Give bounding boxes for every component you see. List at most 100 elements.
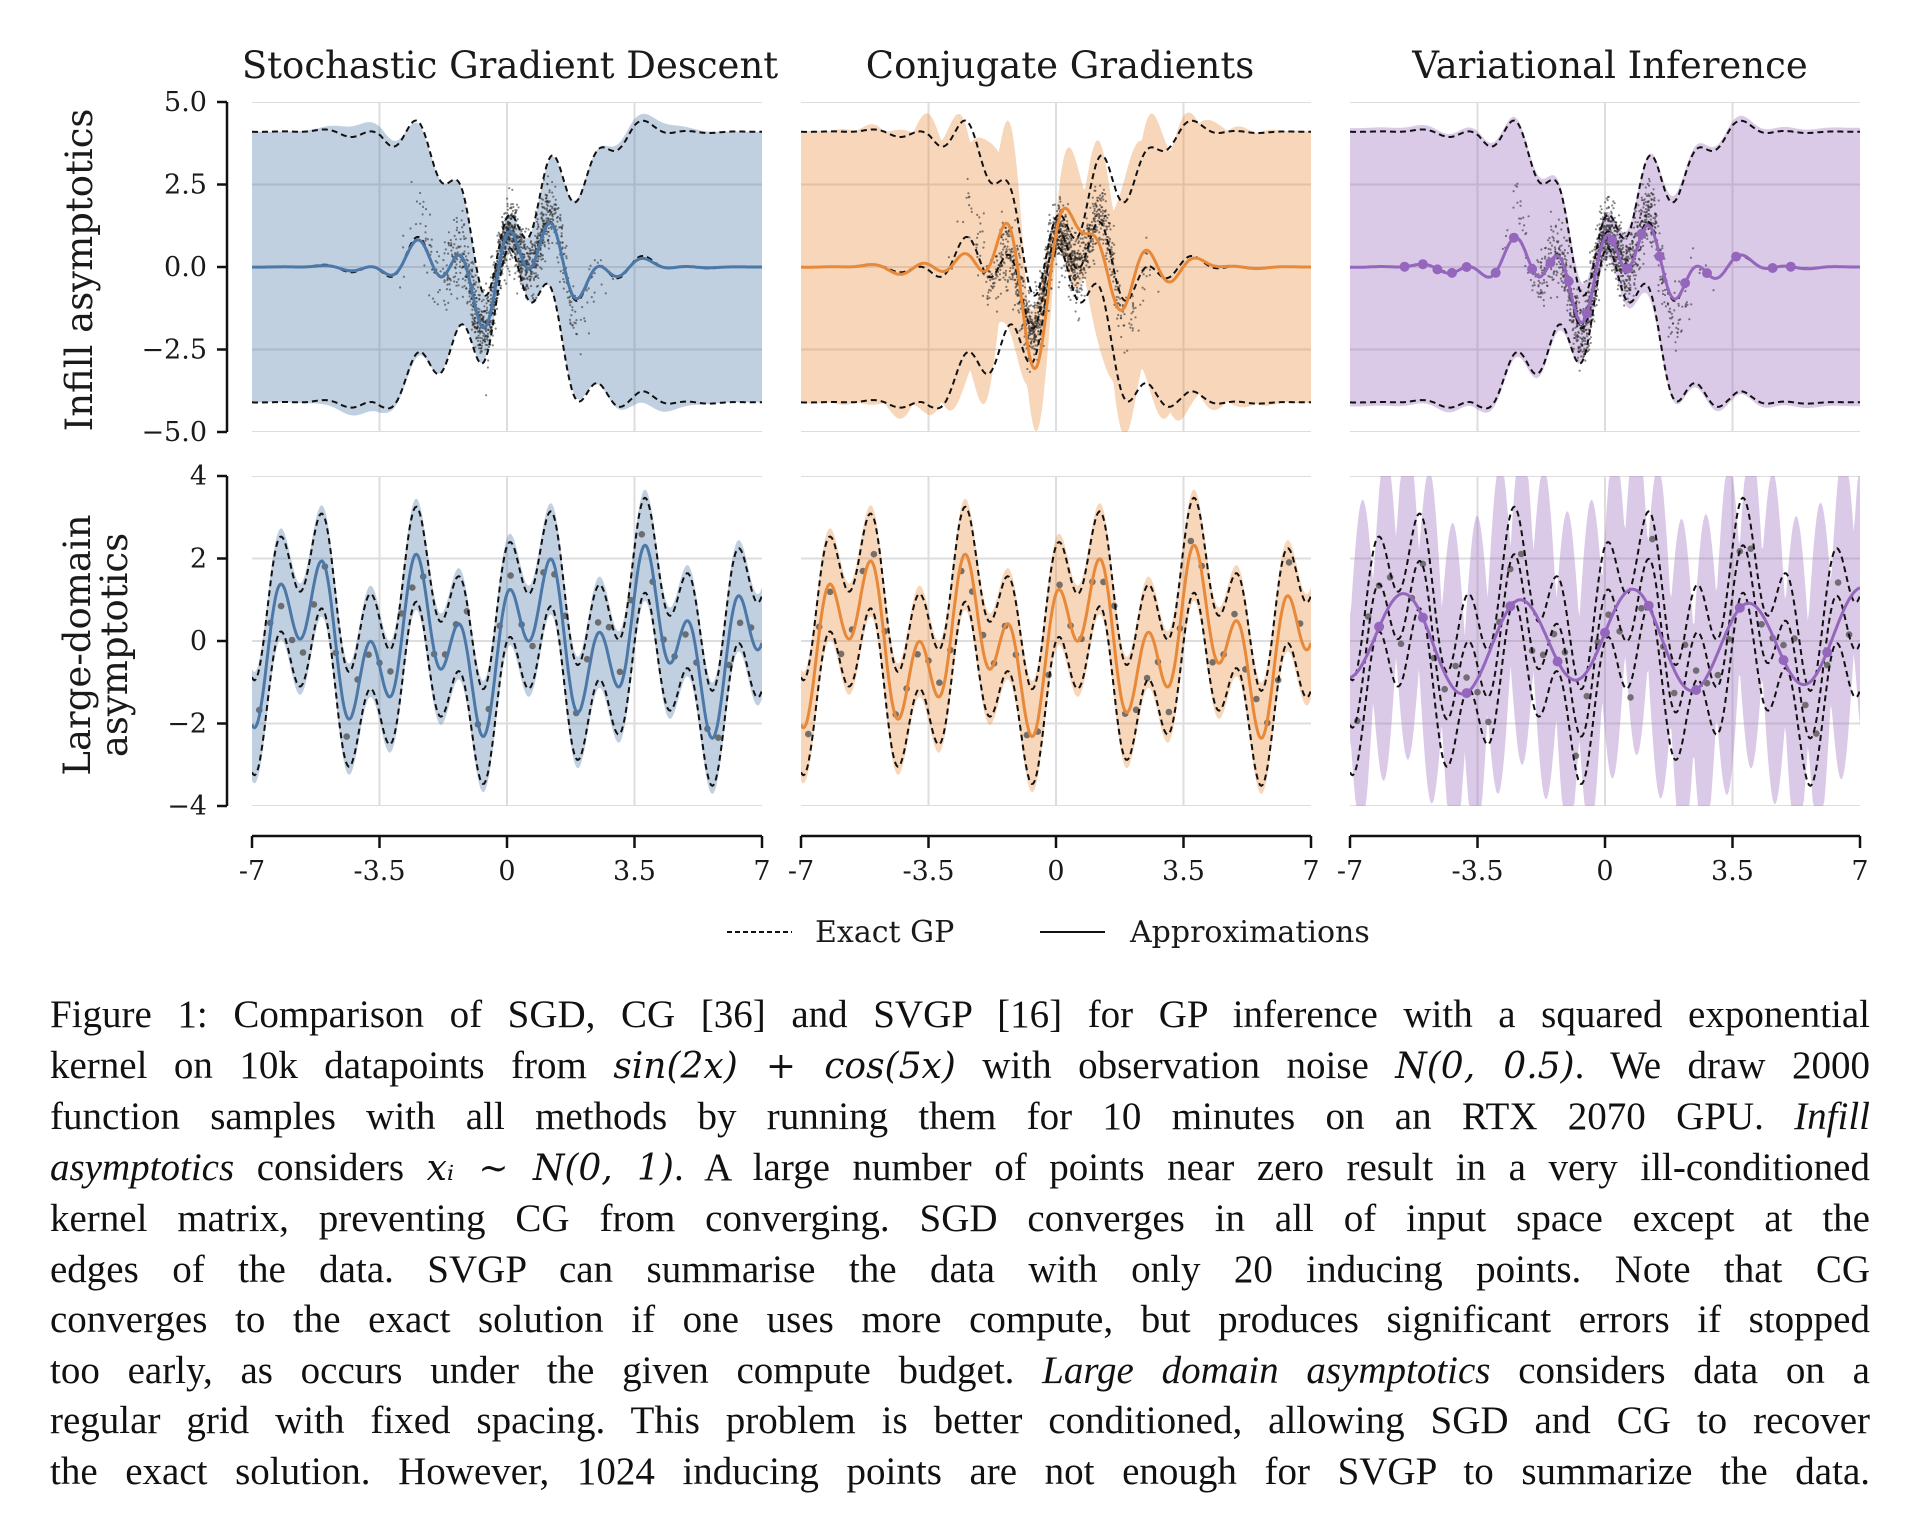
data-point — [1000, 210, 1004, 213]
data-point — [536, 274, 539, 277]
data-point — [1603, 245, 1606, 248]
row-label-infill: Infill asymptotics — [58, 109, 101, 432]
data-point — [1629, 233, 1632, 236]
data-point — [1561, 221, 1564, 224]
data-point — [1560, 280, 1563, 283]
data-point — [548, 219, 551, 222]
data-point — [527, 262, 531, 265]
data-point — [1066, 220, 1069, 223]
data-point — [1062, 204, 1065, 207]
data-point — [482, 298, 485, 301]
data-point — [446, 276, 449, 279]
data-point — [1572, 347, 1575, 350]
caption-line: converges to the exact solution if one u… — [50, 1298, 1870, 1341]
data-point — [1085, 227, 1089, 230]
data-point — [1604, 248, 1607, 251]
data-point — [1636, 264, 1639, 267]
data-point — [1082, 229, 1085, 232]
data-point — [1583, 281, 1586, 284]
data-point — [568, 301, 571, 304]
data-point — [1027, 300, 1031, 303]
data-point — [1598, 210, 1601, 213]
data-point — [1109, 255, 1112, 258]
data-point — [476, 339, 480, 342]
data-point — [983, 241, 986, 244]
data-point — [477, 330, 480, 333]
data-point — [1073, 252, 1076, 255]
data-point — [977, 274, 980, 277]
data-point — [1028, 315, 1031, 318]
data-point — [1075, 276, 1078, 279]
data-point — [999, 278, 1002, 281]
data-point — [1605, 228, 1608, 232]
data-point — [1607, 195, 1610, 198]
data-point — [451, 253, 454, 256]
data-point — [1004, 269, 1008, 272]
data-point — [544, 200, 547, 203]
data-point — [1652, 198, 1655, 201]
data-point — [1064, 269, 1067, 272]
data-point — [475, 281, 478, 284]
data-point — [508, 273, 511, 276]
data-point — [564, 246, 567, 249]
data-point — [1474, 688, 1481, 696]
data-point — [535, 264, 538, 268]
data-point — [1058, 281, 1061, 284]
inducing-points — [1374, 600, 1833, 699]
data-point — [569, 295, 572, 298]
data-point — [1549, 210, 1552, 213]
data-point — [1034, 344, 1037, 347]
data-point — [1671, 322, 1675, 325]
data-point — [288, 636, 296, 644]
data-point — [536, 260, 539, 263]
data-point — [475, 327, 479, 330]
data-point — [1106, 225, 1109, 228]
data-point — [461, 226, 464, 229]
data-point — [507, 248, 510, 251]
data-point — [1108, 268, 1111, 271]
data-point — [1037, 313, 1040, 316]
data-point — [445, 264, 448, 267]
data-point — [982, 212, 985, 215]
data-point — [1086, 224, 1089, 228]
data-point — [414, 223, 418, 226]
data-point — [498, 233, 501, 236]
data-point — [506, 220, 510, 223]
data-point — [1131, 327, 1134, 330]
data-point — [506, 202, 509, 205]
data-point — [499, 284, 502, 287]
data-point — [1614, 256, 1617, 259]
data-point — [1092, 259, 1095, 262]
data-point — [988, 296, 991, 299]
data-point — [464, 237, 467, 240]
data-point — [1617, 261, 1620, 265]
data-point — [531, 246, 534, 249]
y-axis-row-2: 420−2−4 — [167, 461, 229, 822]
data-point — [1543, 291, 1546, 294]
data-point — [1555, 263, 1558, 266]
data-point — [1035, 324, 1038, 327]
data-point — [1639, 220, 1642, 224]
data-point — [515, 203, 519, 206]
data-point — [1088, 223, 1091, 226]
data-point — [1712, 289, 1715, 292]
data-point — [561, 246, 564, 249]
data-point — [1059, 200, 1062, 203]
col-title-vi: Variational Inference — [1411, 44, 1808, 87]
data-point — [1673, 291, 1676, 294]
data-point — [543, 241, 546, 244]
data-point — [462, 231, 465, 234]
data-point — [472, 279, 475, 282]
data-point — [1046, 273, 1049, 276]
data-point — [1653, 196, 1656, 199]
data-point — [1574, 302, 1577, 305]
data-point — [1649, 214, 1652, 217]
data-point — [446, 283, 449, 286]
data-point — [450, 293, 453, 296]
data-point — [1543, 266, 1546, 269]
data-point — [478, 308, 481, 311]
data-point — [1130, 318, 1133, 321]
data-point — [1070, 252, 1073, 255]
data-point — [419, 191, 422, 195]
data-point — [550, 227, 553, 230]
